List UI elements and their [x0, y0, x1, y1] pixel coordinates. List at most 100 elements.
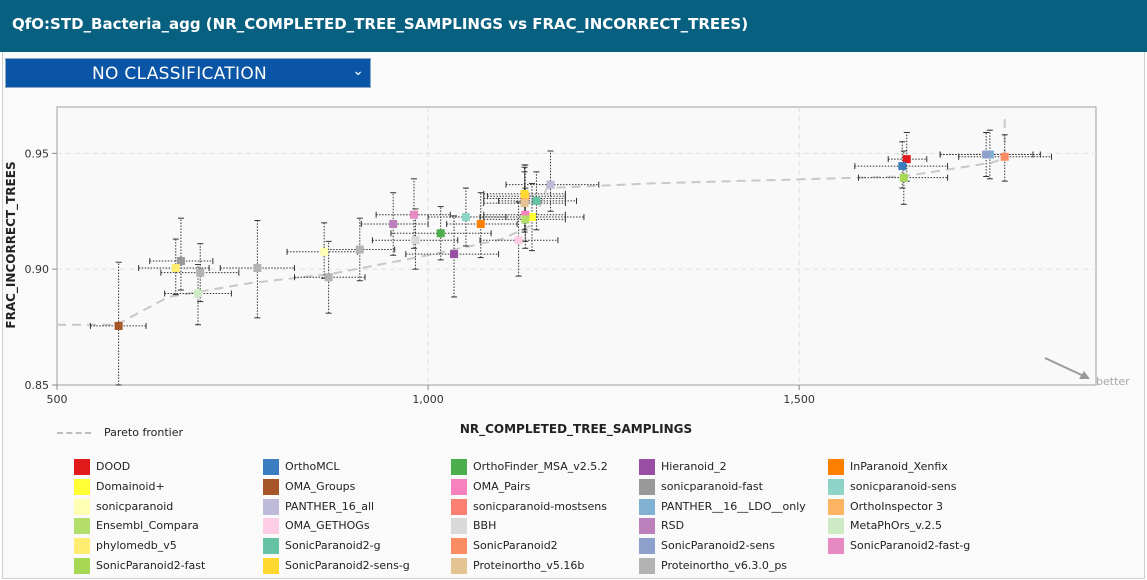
legend-swatch — [263, 459, 279, 475]
data-point — [436, 229, 445, 238]
legend-label: SonicParanoid2 — [473, 539, 558, 553]
legend-swatch — [639, 459, 655, 475]
legend-label: Ensembl_Compara — [96, 519, 199, 533]
legend-label: RSD — [661, 519, 685, 533]
legend-label: MetaPhOrs_v.2.5 — [850, 519, 942, 533]
legend-swatch — [828, 518, 844, 535]
data-point — [461, 213, 470, 222]
legend-label: SonicParanoid2-fast — [96, 559, 206, 572]
legend-label: BBH — [473, 519, 497, 533]
legend-label: SonicParanoid2-fast-g — [850, 539, 971, 553]
data-point — [389, 219, 398, 228]
data-point — [527, 213, 536, 222]
data-point — [450, 250, 459, 259]
legend-swatch — [639, 498, 655, 515]
pareto-legend-line — [57, 432, 91, 434]
data-point — [520, 199, 529, 208]
legend-label: sonicparanoid — [96, 499, 174, 513]
data-point — [532, 196, 541, 205]
legend-label: PANTHER_16_all — [285, 499, 375, 513]
x-tick-label: 1,000 — [412, 393, 444, 406]
legend-swatch — [74, 538, 90, 555]
legend-label: OMA_Pairs — [473, 479, 531, 493]
legend-swatch — [451, 498, 467, 515]
legend-swatch — [639, 558, 655, 574]
legend-label: sonicparanoid-fast — [661, 479, 763, 493]
better-label: better — [1096, 375, 1130, 388]
legend-swatch — [74, 558, 90, 574]
better-indicator: better — [1044, 357, 1130, 388]
data-point — [324, 273, 333, 282]
pareto-frontier-line — [57, 113, 1006, 326]
grid-lines — [57, 107, 1096, 385]
chevron-down-icon: ⌄ — [352, 63, 364, 79]
legend-label: SonicParanoid2-g — [285, 539, 381, 553]
legend-swatch — [451, 538, 467, 555]
page-title: QfO:STD_Bacteria_agg (NR_COMPLETED_TREE_… — [12, 15, 749, 33]
legend-label: OrthoMCL — [285, 460, 340, 473]
data-point — [898, 162, 907, 171]
legend-label: Proteinortho_v5.16b — [473, 559, 585, 572]
data-point — [355, 245, 364, 254]
data-points — [114, 150, 1009, 330]
legend-label: OrthoInspector 3 — [850, 499, 944, 513]
legend-label: PANTHER__16__LDO__only — [661, 499, 806, 513]
pareto-frontier — [57, 113, 1006, 326]
data-point — [521, 210, 530, 219]
legend-swatch — [263, 558, 279, 574]
legend-label: OMA_GETHOGs — [285, 519, 370, 533]
data-point — [546, 180, 555, 189]
classification-selected-value: NO CLASSIFICATION — [92, 64, 268, 84]
data-point — [253, 264, 262, 273]
legend-swatch — [639, 478, 655, 495]
data-point — [320, 247, 329, 256]
legend-label: Domainoid+ — [96, 479, 165, 493]
data-point — [114, 321, 123, 330]
data-point — [982, 150, 991, 159]
legend-swatch — [74, 498, 90, 515]
data-point — [176, 257, 185, 266]
legend-swatch — [828, 498, 844, 515]
legend-label: InParanoid_Xenfix — [850, 460, 948, 473]
legend-swatch — [263, 478, 279, 495]
data-point — [196, 268, 205, 277]
x-tick-label: 500 — [47, 393, 68, 406]
legend-label: sonicparanoid-sens — [850, 479, 957, 493]
legend-swatch — [74, 518, 90, 535]
app-header: QfO:STD_Bacteria_agg (NR_COMPLETED_TREE_… — [0, 0, 1147, 52]
legend-label: SonicParanoid2-sens — [661, 539, 775, 553]
data-point — [476, 219, 485, 228]
legend-swatch — [451, 558, 467, 574]
legend-label: Hieranoid_2 — [661, 460, 727, 473]
legend-label: phylomedb_v5 — [96, 539, 177, 553]
x-axis-label: NR_COMPLETED_TREE_SAMPLINGS — [460, 422, 692, 437]
legend-swatch — [828, 538, 844, 555]
legend-label: sonicparanoid-mostsens — [473, 499, 607, 513]
legend-swatch — [828, 459, 844, 475]
legend-swatch — [263, 518, 279, 535]
data-point — [514, 236, 523, 245]
data-point — [411, 236, 420, 245]
y-tick-label: 0.90 — [25, 263, 50, 276]
legend-label: OrthoFinder_MSA_v2.5.2 — [473, 460, 608, 473]
data-point — [902, 155, 911, 164]
better-arrow — [1044, 357, 1089, 379]
legend-swatch — [451, 518, 467, 535]
legend-label: SonicParanoid2-sens-g — [285, 559, 410, 572]
data-point — [171, 264, 180, 273]
legend-label: DOOD — [96, 460, 131, 473]
data-point — [899, 173, 908, 182]
data-point — [1000, 152, 1009, 161]
better-arrow-head — [1079, 371, 1090, 379]
data-point — [409, 210, 418, 219]
legend-swatch — [639, 518, 655, 535]
legend-swatch — [451, 478, 467, 495]
pareto-legend-label: Pareto frontier — [104, 426, 183, 439]
y-tick-label: 0.85 — [25, 379, 50, 392]
classification-select[interactable]: NO CLASSIFICATION ⌄ — [5, 58, 371, 88]
legend-swatch — [74, 478, 90, 495]
legend-swatch — [828, 478, 844, 495]
x-tick-label: 1,500 — [783, 393, 815, 406]
legend-swatch — [639, 538, 655, 555]
plot-area — [56, 106, 1097, 386]
